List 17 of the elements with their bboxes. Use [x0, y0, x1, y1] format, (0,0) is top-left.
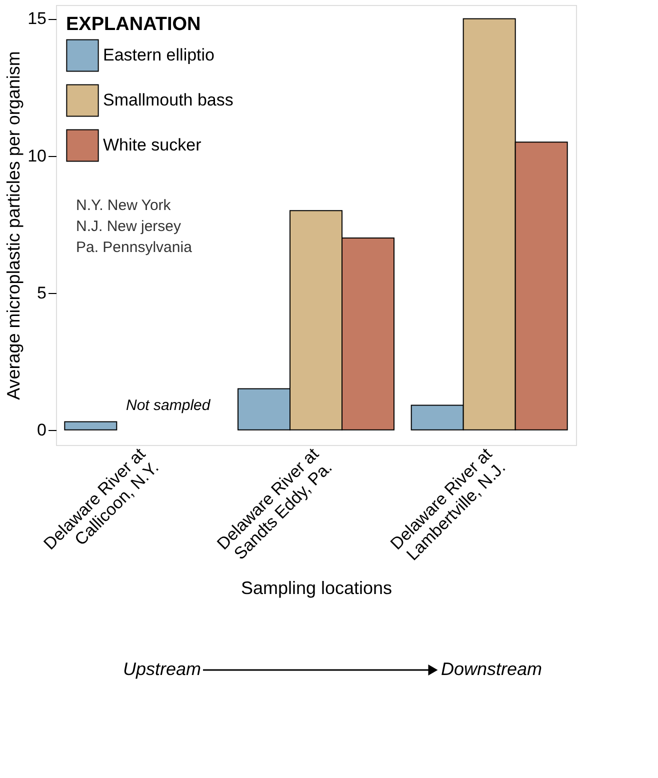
y-axis-title: Average microplastic particles per organism	[4, 51, 24, 400]
legend-label: Eastern elliptio	[103, 46, 215, 64]
y-tick-label: 0	[37, 420, 46, 440]
text: Upstream	[122, 659, 201, 679]
y-tick-label: 15	[28, 9, 46, 28]
legend-label: White sucker	[103, 136, 202, 154]
y-tick-label: 5	[37, 283, 46, 302]
y-tick-label: 10	[28, 146, 46, 166]
legend-label: Smallmouth bass	[103, 90, 234, 110]
text: Downstream	[441, 659, 542, 679]
annotation: Pa. Pennsylvania	[76, 239, 193, 256]
legend-title: EXPLANATION	[66, 14, 201, 35]
annotation: N.J. New jersey	[76, 218, 182, 235]
bar	[64, 421, 118, 430]
x-axis-title: Sampling locations	[240, 578, 392, 598]
annotation: Not sampled	[126, 397, 211, 414]
annotation: N.Y. New York	[76, 197, 172, 214]
